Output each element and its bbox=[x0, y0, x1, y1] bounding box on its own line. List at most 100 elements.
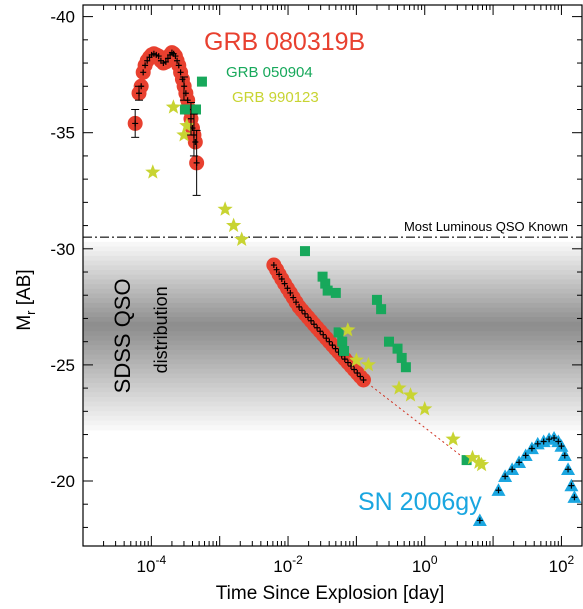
y-tick-label: -25 bbox=[50, 356, 75, 375]
sn2006gy-point-center bbox=[555, 438, 562, 445]
grb080319b-point-center bbox=[308, 317, 315, 324]
band-strip bbox=[83, 411, 582, 417]
grb080319b-point-center bbox=[296, 303, 303, 310]
grb080319b-point-center bbox=[344, 359, 351, 366]
sn2006gy-point-center bbox=[558, 443, 565, 450]
grb080319b-point-center bbox=[348, 363, 355, 370]
band-strip bbox=[83, 298, 582, 304]
grb080319b-point-center bbox=[323, 335, 330, 342]
grb050904-point bbox=[392, 343, 403, 354]
band-strip bbox=[83, 265, 582, 271]
band-strip bbox=[83, 425, 582, 431]
grb080319b-point-center bbox=[144, 57, 151, 64]
grb050904-point bbox=[376, 304, 387, 315]
grb050904-point bbox=[299, 246, 310, 257]
x-tick-base: 10 bbox=[549, 557, 568, 576]
band-strip bbox=[83, 382, 582, 389]
band-strip bbox=[83, 241, 582, 248]
grb080319b-point-center bbox=[287, 289, 294, 296]
band-strip bbox=[83, 378, 582, 384]
x-tick-exponent: -4 bbox=[155, 553, 166, 567]
grb990123-point bbox=[464, 449, 481, 465]
grb990123-point bbox=[360, 356, 376, 372]
band-strip bbox=[83, 368, 582, 375]
band-strip bbox=[83, 317, 582, 323]
x-tick-exponent: -2 bbox=[292, 553, 303, 567]
grb080319b-point-center bbox=[281, 280, 288, 287]
sn2006gy-point-center bbox=[568, 482, 575, 489]
grb990123-point bbox=[445, 431, 461, 446]
error-bars bbox=[131, 76, 201, 196]
band-strip bbox=[83, 406, 582, 412]
grb990123-point bbox=[391, 380, 407, 395]
grb990123-point bbox=[217, 201, 233, 216]
plot-frame bbox=[82, 4, 583, 547]
grb080319b-point-center bbox=[332, 345, 339, 352]
grb050904-point bbox=[330, 287, 341, 298]
grb080319b-point-center bbox=[360, 376, 367, 383]
grb080319b-point-center bbox=[142, 62, 149, 69]
grb080319b-extrapolation-line bbox=[363, 379, 467, 461]
grb990123-point bbox=[179, 117, 195, 133]
band-strip bbox=[83, 255, 582, 262]
grb080319b-point-center bbox=[155, 53, 162, 60]
band-strip bbox=[83, 364, 582, 370]
grb080319b-point-center bbox=[290, 294, 297, 301]
band-strip bbox=[83, 307, 582, 313]
grb080319b-point-center bbox=[273, 266, 280, 273]
sn2006gy-point-center bbox=[528, 445, 535, 452]
grb080319b-point-center bbox=[140, 69, 147, 76]
sn2006gy-point-center bbox=[522, 452, 529, 459]
sn2006gy-point-center bbox=[540, 438, 547, 445]
grb080319b-point-center bbox=[351, 366, 358, 373]
data-marks bbox=[127, 45, 582, 527]
x-tick-exponent: 0 bbox=[431, 553, 438, 567]
grb080319b-point-center bbox=[326, 338, 333, 345]
band-strip bbox=[83, 312, 582, 318]
grb080319b-point-center bbox=[311, 321, 318, 328]
grb050904-point bbox=[337, 336, 348, 347]
grb990123-point bbox=[145, 164, 161, 179]
annotation-grb990123: GRB 990123 bbox=[232, 89, 319, 106]
band-strip bbox=[83, 354, 582, 360]
grb990123-point bbox=[176, 127, 192, 142]
grb080319b-point-center bbox=[317, 328, 324, 335]
y-axis-label: Mr [AB] bbox=[14, 269, 38, 330]
band-strip bbox=[83, 373, 582, 379]
sn2006gy-point-center bbox=[561, 452, 568, 459]
grb990123-point bbox=[348, 352, 364, 367]
band-strip bbox=[83, 274, 582, 281]
sn2006gy-point-center bbox=[509, 466, 516, 473]
sdss-qso-band bbox=[83, 241, 582, 431]
band-strip bbox=[83, 326, 582, 332]
x-axis-label: Time Since Explosion [day] bbox=[216, 583, 444, 604]
x-tick-label: 100 bbox=[412, 553, 438, 576]
x-tick-label: 102 bbox=[549, 553, 575, 576]
x-tick-exponent: 2 bbox=[568, 553, 575, 567]
y-axis-label-main: M bbox=[14, 315, 35, 331]
grb990123-point bbox=[402, 387, 419, 402]
grb080319b-point-center bbox=[172, 53, 179, 60]
grb990123-point bbox=[226, 217, 242, 233]
annotation-grb080319b: GRB 080319B bbox=[204, 28, 365, 56]
annotation-grb050904: GRB 050904 bbox=[226, 64, 313, 81]
grb080319b-point-center bbox=[341, 356, 348, 363]
y-tick-label: -20 bbox=[50, 472, 75, 491]
grb080319b-point-center bbox=[284, 285, 291, 292]
grb080319b-point-center bbox=[177, 69, 184, 76]
x-tick-base: 10 bbox=[412, 557, 431, 576]
sn2006gy-point-center bbox=[516, 459, 523, 466]
sn2006gy-point-center bbox=[495, 487, 502, 494]
grb050904-point bbox=[383, 336, 394, 347]
grb080319b-point-center bbox=[314, 324, 321, 331]
grb990123-point bbox=[234, 231, 250, 246]
x-tick-label: 10-2 bbox=[273, 553, 303, 576]
grb050904-point bbox=[371, 294, 382, 305]
x-tick-base: 10 bbox=[137, 557, 156, 576]
grb050904-point bbox=[322, 285, 333, 296]
sdss-qso-label: SDSS QSO bbox=[110, 278, 135, 393]
band-strip bbox=[83, 260, 582, 266]
x-tick-base: 10 bbox=[273, 557, 292, 576]
sn2006gy-point-center bbox=[571, 494, 578, 501]
grb050904-point bbox=[396, 352, 407, 363]
